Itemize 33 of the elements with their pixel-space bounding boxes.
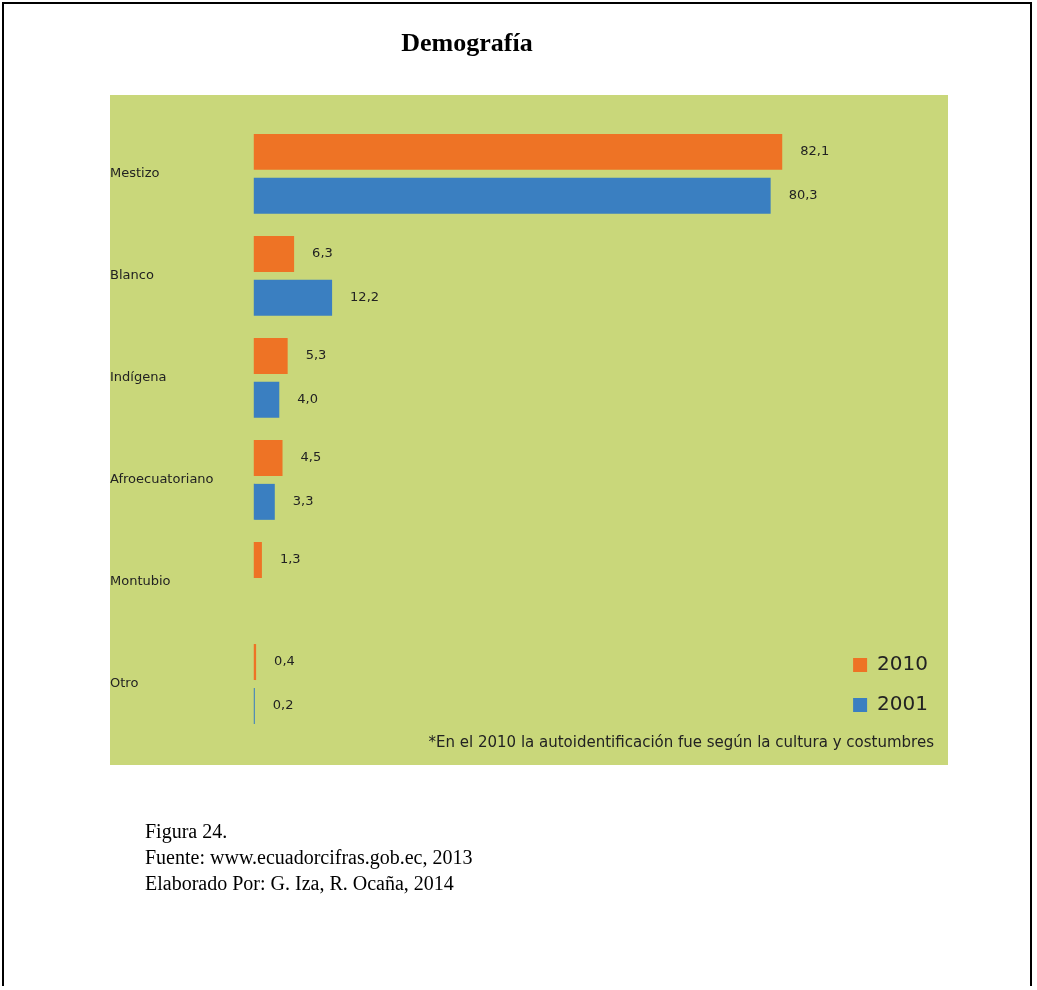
bar [253, 542, 262, 578]
data-label: 0,2 [272, 697, 294, 713]
bar [253, 235, 295, 272]
bar [253, 439, 283, 476]
data-label: 4,0 [297, 391, 318, 407]
y-tick-label: Mestizo [110, 165, 160, 181]
data-label: 12,2 [350, 289, 380, 305]
bar [253, 133, 783, 170]
legend-label: 2010 [877, 651, 929, 676]
y-tick-label: Otro [110, 675, 139, 691]
data-label: 5,3 [305, 347, 327, 363]
text: Elaborado Por: G. Iza, R. Ocaña, 2014 [145, 871, 455, 896]
text: Figura 24. [145, 819, 229, 844]
data-label: 82,1 [800, 143, 830, 159]
legend-label: 2001 [877, 691, 929, 716]
y-tick-label: Blanco [110, 267, 154, 283]
annotation: *En el 2010 la autoidentificación fue según la cultura y costumbres [428, 733, 934, 751]
data-label: 3,3 [292, 493, 314, 509]
y-tick-label: Montubio [110, 573, 171, 589]
data-label: 80,3 [788, 187, 818, 203]
data-label: 4,5 [300, 449, 322, 465]
data-label: 0,4 [274, 653, 295, 669]
y-tick-label: Afroecuatoriano [110, 471, 214, 487]
bar [253, 483, 275, 520]
bar [253, 381, 280, 418]
data-label: 1,3 [279, 551, 301, 567]
data-label: 6,3 [312, 245, 333, 261]
source-note: Fuente: www.ecuadorcifras.gob.ec, 2013 [145, 845, 473, 870]
bar [253, 177, 771, 214]
bar [253, 337, 288, 374]
bar [253, 279, 333, 316]
chart-title: Demografía [400, 28, 534, 58]
y-tick-label: Indígena [110, 369, 167, 385]
